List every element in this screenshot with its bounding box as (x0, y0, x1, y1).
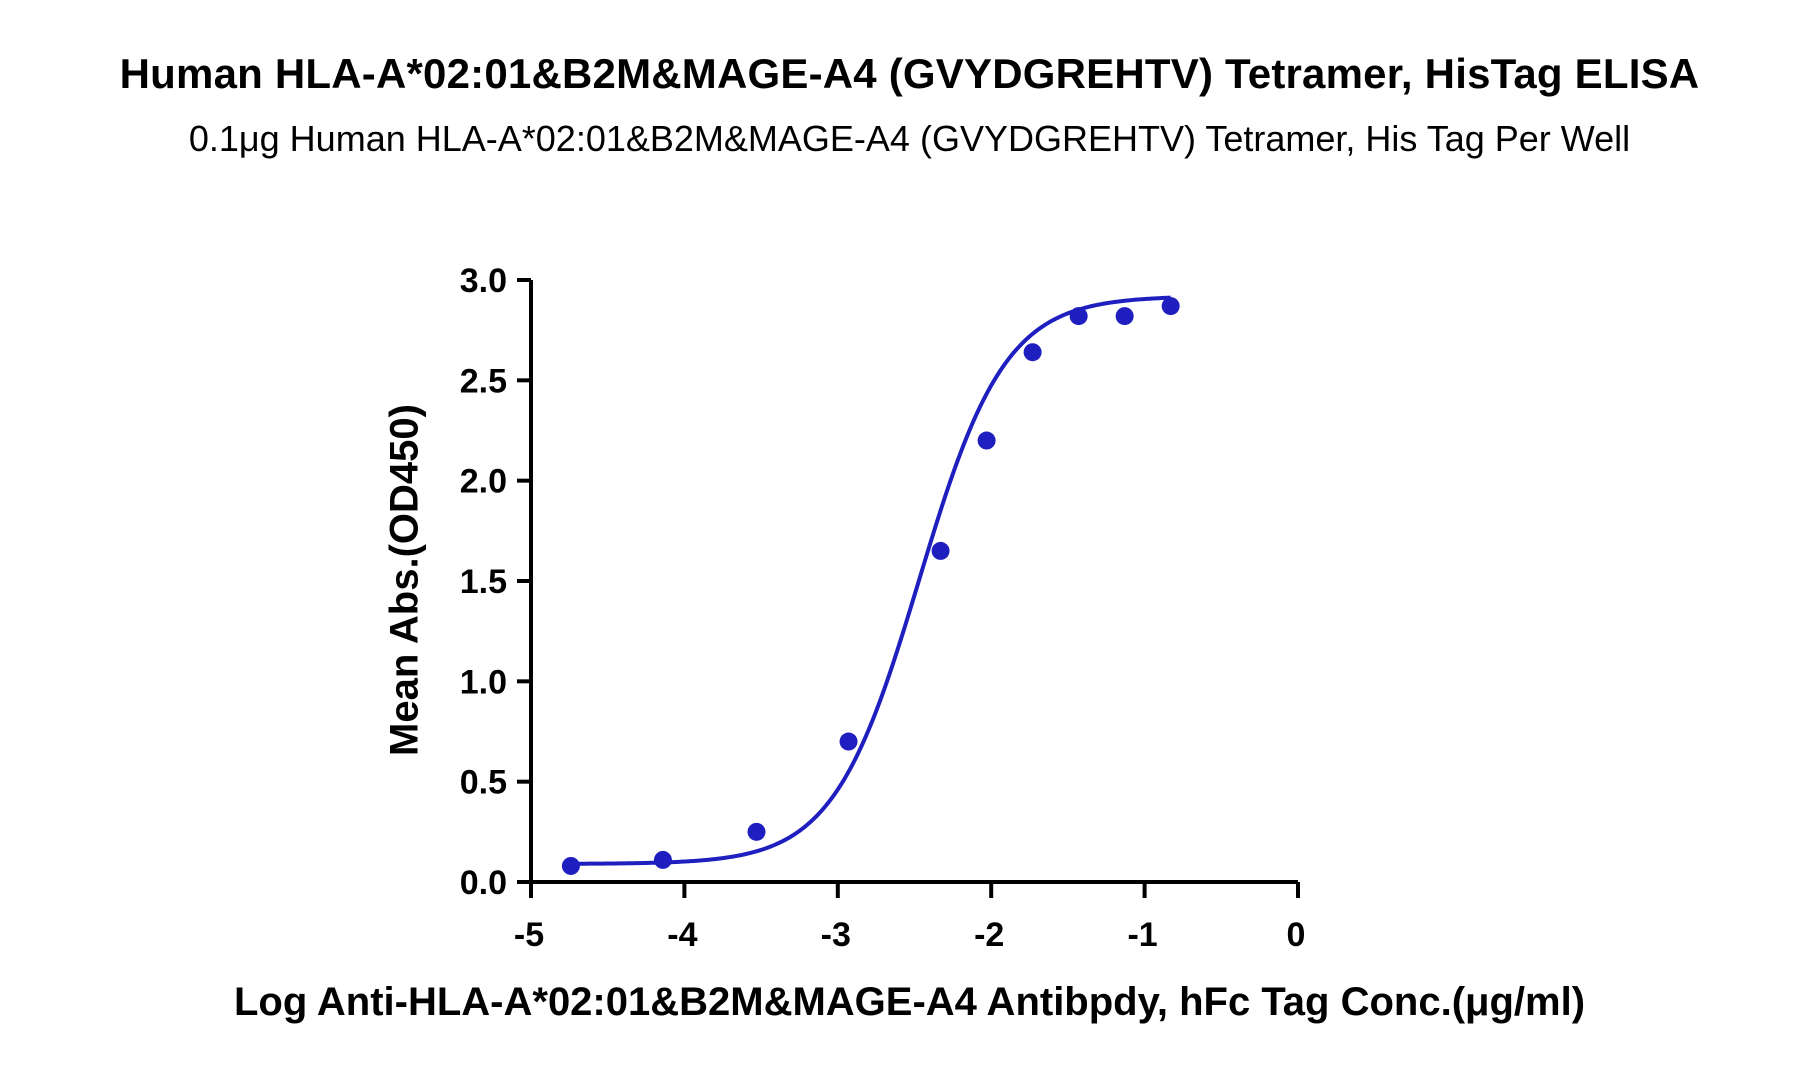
data-point (561, 856, 580, 875)
data-point (931, 541, 950, 560)
data-point (1161, 297, 1180, 316)
y-tick-label: 1.5 (460, 563, 507, 601)
x-tick-label: -5 (514, 916, 544, 954)
data-point (839, 732, 858, 751)
chart-title: Human HLA-A*02:01&B2M&MAGE-A4 (GVYDGREHT… (119, 50, 1700, 97)
chart-subtitle: 0.1μg Human HLA-A*02:01&B2M&MAGE-A4 (GVY… (188, 118, 1631, 159)
x-tick-label: -4 (667, 916, 697, 954)
y-tick-label: 2.0 (460, 463, 507, 501)
x-axis-label: Log Anti-HLA-A*02:01&B2M&MAGE-A4 Antibpd… (233, 980, 1586, 1024)
data-point (1023, 343, 1042, 362)
x-tick-label: -2 (974, 916, 1004, 954)
y-tick-label: 2.5 (460, 362, 507, 400)
fit-curve (570, 295, 1171, 866)
data-point (977, 431, 996, 450)
x-tick-label: -1 (1127, 916, 1157, 954)
x-tick-label: 0 (1287, 916, 1306, 954)
y-tick-label: 3.0 (460, 262, 507, 300)
x-tick-label: -3 (821, 916, 851, 954)
data-point (747, 822, 766, 841)
y-tick-label: 0.5 (460, 764, 507, 802)
y-tick-label: 1.0 (460, 663, 507, 701)
data-point (653, 850, 672, 869)
data-point (1115, 307, 1134, 326)
y-tick-label: 0.0 (460, 864, 507, 902)
data-point (1069, 307, 1088, 326)
y-axis-label: Mean Abs.(OD450) (382, 404, 427, 756)
